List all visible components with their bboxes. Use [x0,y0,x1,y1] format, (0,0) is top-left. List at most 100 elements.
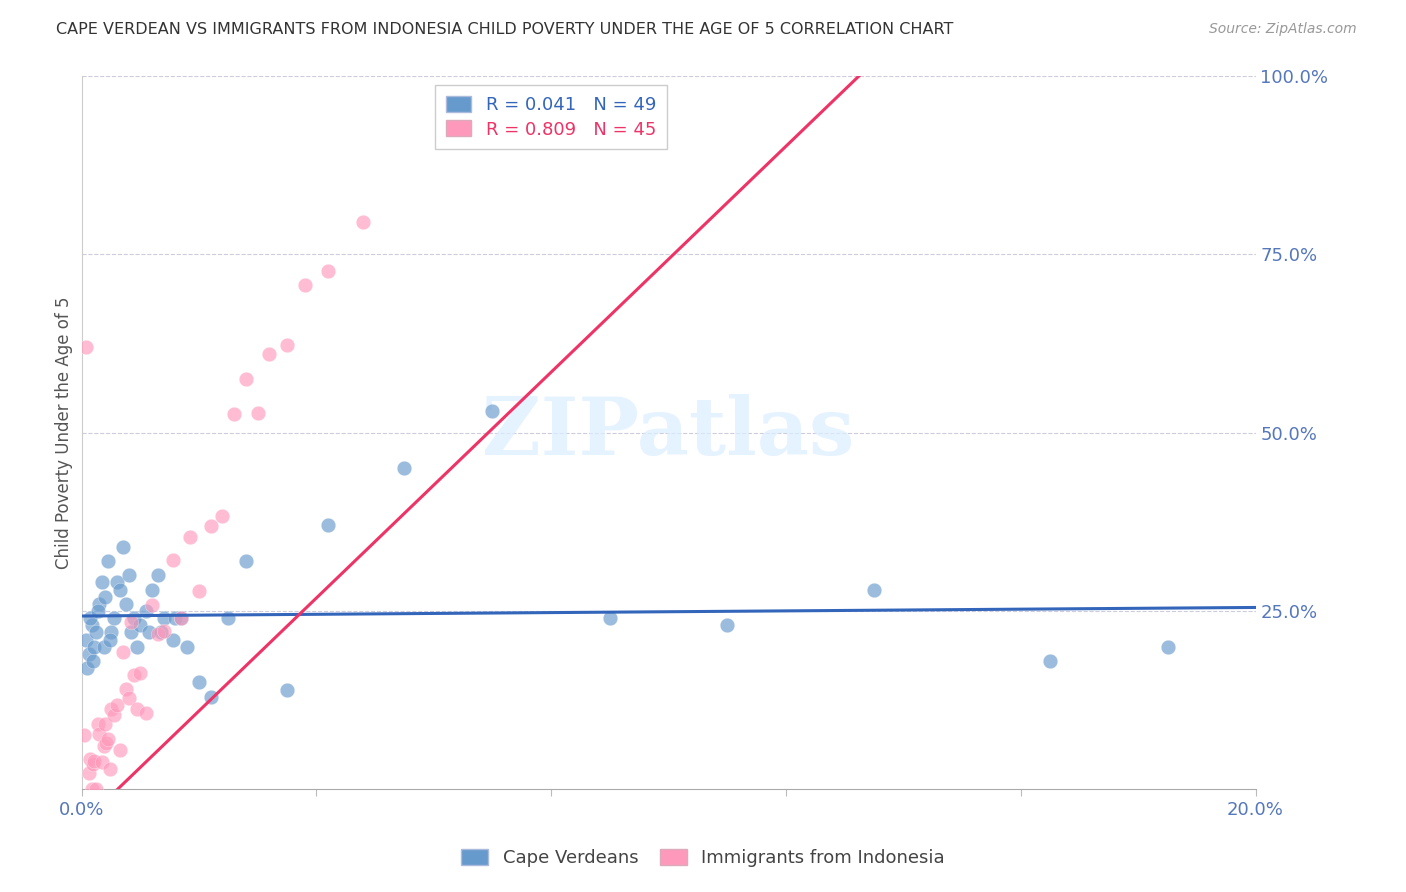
Point [235,372,257,386]
Point [1156,640,1178,654]
Point [96,736,118,750]
Point [152,611,174,625]
Point [75,632,97,647]
Point [179,529,201,543]
Point [108,742,131,756]
Point [127,702,149,716]
Point [103,611,125,625]
Point [141,599,163,613]
Point [135,706,157,721]
Text: CAPE VERDEAN VS IMMIGRANTS FROM INDONESIA CHILD POVERTY UNDER THE AGE OF 5 CORRE: CAPE VERDEAN VS IMMIGRANTS FROM INDONESI… [56,22,953,37]
Legend: R = 0.041   N = 49, R = 0.809   N = 45: R = 0.041 N = 49, R = 0.809 N = 45 [436,85,666,149]
Point [863,582,886,597]
Point [82,618,104,632]
Text: Source: ZipAtlas.com: Source: ZipAtlas.com [1209,22,1357,37]
Point [84,782,107,797]
Point [108,582,131,597]
Point [114,597,136,611]
Point [76,661,98,675]
Point [98,762,121,776]
Point [89,727,111,741]
Point [75,340,97,354]
Point [103,708,125,723]
Point [93,739,115,753]
Point [165,611,187,625]
Point [200,690,222,704]
Point [352,214,374,228]
Point [200,518,222,533]
Point [316,264,339,278]
Point [84,625,107,640]
Text: ZIPatlas: ZIPatlas [482,393,855,472]
Point [146,627,169,641]
Point [170,611,193,625]
Point [82,781,104,796]
Point [235,554,257,568]
Point [246,407,269,421]
Point [79,751,101,765]
Point [83,640,105,654]
Point [176,640,198,654]
Point [91,756,114,770]
Point [79,611,101,625]
Point [97,731,120,746]
Point [599,611,621,625]
Point [94,716,117,731]
Point [188,584,211,599]
Point [188,675,211,690]
Point [117,690,139,705]
Point [394,461,416,475]
Point [94,590,117,604]
Legend: Cape Verdeans, Immigrants from Indonesia: Cape Verdeans, Immigrants from Indonesia [454,841,952,874]
Point [124,611,146,625]
Point [111,540,134,554]
Point [111,645,134,659]
Point [162,552,184,566]
Point [152,624,174,638]
Point [1039,654,1062,668]
Point [100,625,122,640]
Point [135,604,157,618]
Point [77,647,100,661]
Point [105,575,128,590]
Point [276,682,298,697]
Point [97,554,120,568]
Point [73,728,96,742]
Point [127,640,149,654]
Point [259,347,281,361]
Point [481,404,503,418]
Point [120,625,142,640]
Point [224,407,246,421]
Point [82,654,104,668]
Point [129,665,152,680]
Point [149,625,172,640]
Point [91,575,114,590]
Point [77,766,100,780]
Point [114,681,136,696]
Point [87,717,110,731]
Point [141,582,163,597]
Point [83,754,105,768]
Point [170,611,193,625]
Point [716,618,738,632]
Point [82,756,104,771]
Point [146,568,169,582]
Point [316,518,339,533]
Point [100,702,122,716]
Point [124,668,146,682]
Point [276,338,298,352]
Point [105,698,128,712]
Y-axis label: Child Poverty Under the Age of 5: Child Poverty Under the Age of 5 [55,296,73,569]
Point [98,632,121,647]
Point [117,568,139,582]
Point [211,508,233,523]
Point [89,597,111,611]
Point [217,611,239,625]
Point [162,632,184,647]
Point [93,640,115,654]
Point [87,604,110,618]
Point [294,278,316,293]
Point [129,618,152,632]
Point [138,625,160,640]
Point [120,615,142,630]
